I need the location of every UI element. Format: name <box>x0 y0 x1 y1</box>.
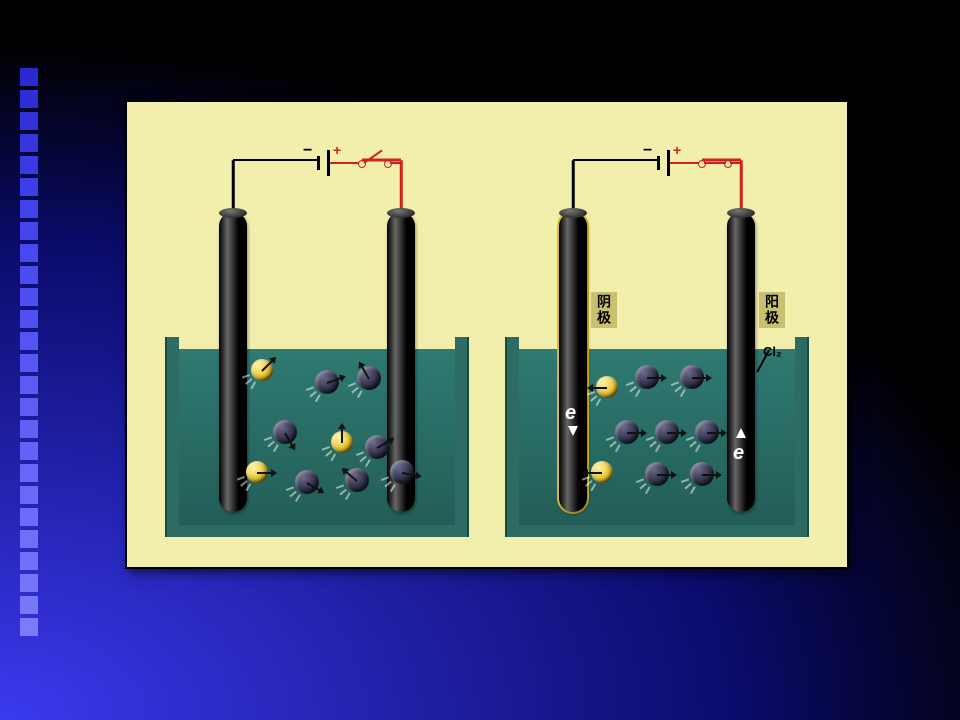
electron-flow-arrow <box>568 426 578 436</box>
electron-flow-arrow <box>736 428 746 438</box>
sidebar-bullet <box>20 288 38 306</box>
battery-pos-label: + <box>673 142 681 158</box>
sidebar-bullet <box>20 398 38 416</box>
wire-segment <box>740 160 743 212</box>
battery-neg-plate <box>657 156 660 170</box>
sidebar-bullet <box>20 200 38 218</box>
sidebar-bullet <box>20 266 38 284</box>
sidebar-bullet <box>20 156 38 174</box>
sidebar-bullet <box>20 244 38 262</box>
cathode-electrode <box>219 212 247 512</box>
sidebar-bullet <box>20 420 38 438</box>
electron-flow-label: e <box>733 442 744 465</box>
sidebar-bullet <box>20 376 38 394</box>
sidebar-bullet <box>20 178 38 196</box>
ion-arrow <box>647 377 663 379</box>
battery-neg-label: − <box>643 142 652 160</box>
switch-blade <box>363 150 382 164</box>
ion-arrow <box>657 474 673 476</box>
electron-flow-label: e <box>565 402 576 425</box>
electrode-label: 阳极 <box>759 292 785 328</box>
sidebar-bullet <box>20 310 38 328</box>
anode-electrode <box>727 212 755 512</box>
electrode-cap <box>559 208 587 218</box>
ion-arrow <box>707 432 723 434</box>
switch-blade <box>704 162 726 164</box>
ion-arrow <box>667 432 683 434</box>
sidebar-bullet <box>20 442 38 460</box>
sidebar-bullet <box>20 596 38 614</box>
ion-arrow <box>591 387 607 389</box>
wire-segment <box>573 159 657 162</box>
sidebar-bullet <box>20 552 38 570</box>
sidebar-bullet <box>20 112 38 130</box>
figure-panel: −+−+ee阴极阳极Cl₂ <box>125 100 849 569</box>
electrode-cap <box>727 208 755 218</box>
ion-arrow <box>627 432 643 434</box>
battery-neg-plate <box>317 156 320 170</box>
sidebar-bullet <box>20 574 38 592</box>
ion-arrow <box>702 474 718 476</box>
wire-segment <box>232 160 235 212</box>
sidebar-bullet <box>20 530 38 548</box>
cell-switch-closed: −+ee阴极阳极Cl₂ <box>507 142 807 537</box>
sidebar-bullet <box>20 332 38 350</box>
ion-arrow <box>692 377 708 379</box>
electrode-cap <box>219 208 247 218</box>
sidebar-bullet <box>20 68 38 86</box>
cathode-electrode <box>559 212 587 512</box>
electrode-label: 阴极 <box>591 292 617 328</box>
wire-segment <box>670 162 699 164</box>
battery-neg-label: − <box>303 142 312 160</box>
ion-arrow <box>341 427 343 443</box>
ion-arrow <box>257 472 273 474</box>
sidebar-bullet <box>20 486 38 504</box>
wire-segment <box>572 160 575 212</box>
wire-segment <box>233 159 317 162</box>
sidebar-bullet <box>20 464 38 482</box>
wire-segment <box>362 159 401 162</box>
sidebar-bullet <box>20 90 38 108</box>
sidebar-bullet <box>20 222 38 240</box>
electrode-cap <box>387 208 415 218</box>
cell-switch-open: −+ <box>167 142 467 537</box>
sidebar-bullet <box>20 354 38 372</box>
battery-pos-label: + <box>333 142 341 158</box>
wire-segment <box>702 159 741 162</box>
wire-segment <box>330 162 359 164</box>
ion-arrow <box>586 472 602 474</box>
sidebar-bullet <box>20 618 38 636</box>
sidebar-bullet <box>20 134 38 152</box>
sidebar-bullet <box>20 508 38 526</box>
wire-segment <box>400 160 403 212</box>
